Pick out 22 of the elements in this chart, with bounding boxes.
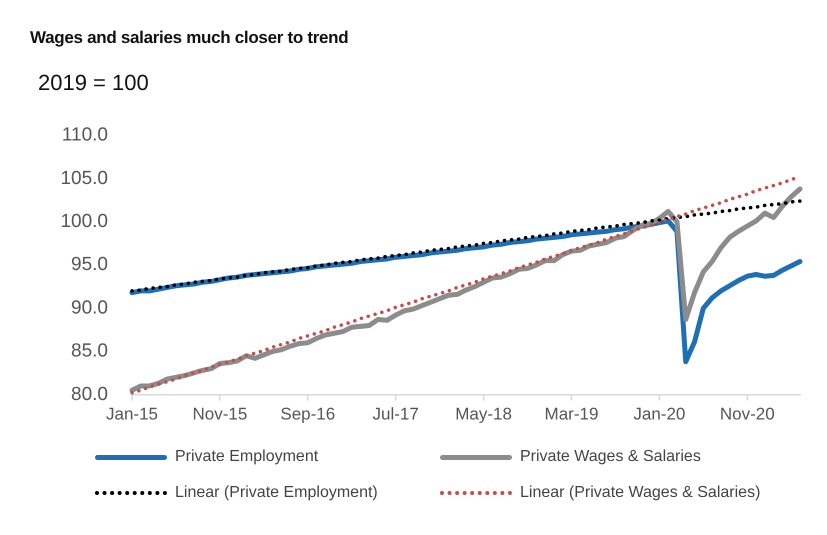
y-tick-label: 90.0: [71, 297, 108, 318]
line-series: [130, 199, 802, 293]
legend-label: Private Employment: [175, 448, 318, 466]
legend-label: Linear (Private Employment): [175, 484, 378, 502]
y-tick-label: 95.0: [71, 254, 108, 276]
y-tick-label: 80.0: [71, 384, 108, 405]
x-tick-label: Jul-17: [372, 404, 419, 424]
x-tick-label: Mar-19: [544, 404, 598, 424]
x-tick-label: Jan-20: [633, 404, 686, 424]
x-tick-label: Sep-16: [280, 404, 336, 424]
legend-label: Linear (Private Wages & Salaries): [520, 484, 760, 502]
x-tick-label: Nov-20: [720, 404, 775, 424]
y-tick-label: 105.0: [60, 168, 108, 189]
y-tick-label: 110.0: [62, 124, 108, 146]
x-tick-label: Jan-15: [106, 404, 158, 424]
chart-title: Wages and salaries much closer to trend: [30, 28, 348, 48]
y-tick-label: 85.0: [71, 340, 108, 362]
y-tick-label: 100.0: [60, 211, 108, 232]
legend-label: Private Wages & Salaries: [520, 448, 701, 466]
y-axis-title: 2019 = 100: [38, 70, 149, 96]
x-tick-label: May-18: [455, 404, 512, 424]
x-tick-label: Nov-15: [192, 404, 248, 424]
